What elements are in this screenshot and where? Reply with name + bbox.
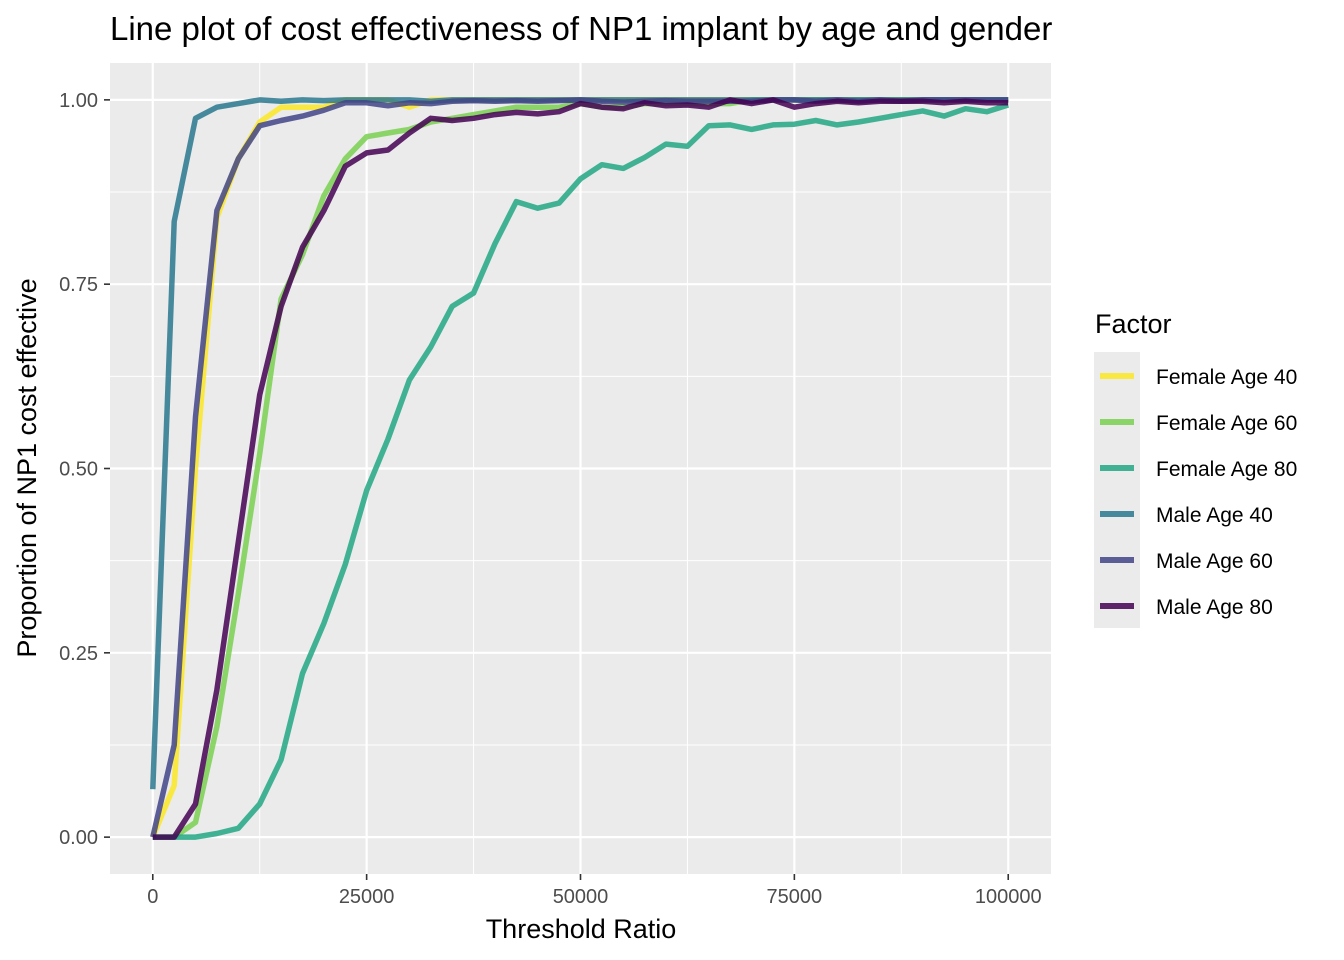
legend-key-background [1094,352,1140,628]
y-axis: 0.00 0.25 0.50 0.75 1.00 [59,90,110,849]
x-tick-label: 100000 [975,886,1042,908]
y-tick-label: 0.25 [59,643,98,665]
y-tick-label: 0.00 [59,827,98,849]
legend-label: Male Age 40 [1156,504,1273,527]
x-axis: 0 25000 50000 75000 100000 [147,874,1042,908]
y-tick-label: 0.75 [59,274,98,296]
legend-label: Male Age 80 [1156,596,1273,619]
series-line-female-age-80 [152,102,1010,840]
legend-title: Factor [1095,309,1172,339]
y-axis-title: Proportion of NP1 cost effective [12,278,42,657]
legend-label: Female Age 80 [1156,458,1297,481]
series-line-male-age-80 [152,97,1009,840]
legend-label: Female Age 40 [1156,366,1297,389]
x-axis-title: Threshold Ratio [486,914,677,944]
x-tick-label: 75000 [767,886,823,908]
legend-label: Male Age 60 [1156,550,1273,573]
y-tick-label: 1.00 [59,90,98,112]
x-tick-label: 50000 [553,886,609,908]
series-lines [150,97,1010,840]
chart-title: Line plot of cost effectiveness of NP1 i… [110,10,1052,47]
legend: Factor Female Age 40 Female Age 60 Female … [1094,309,1297,628]
y-tick-label: 0.50 [59,459,98,481]
x-tick-label: 25000 [339,886,395,908]
legend-label: Female Age 60 [1156,412,1297,435]
x-tick-label: 0 [147,886,158,908]
